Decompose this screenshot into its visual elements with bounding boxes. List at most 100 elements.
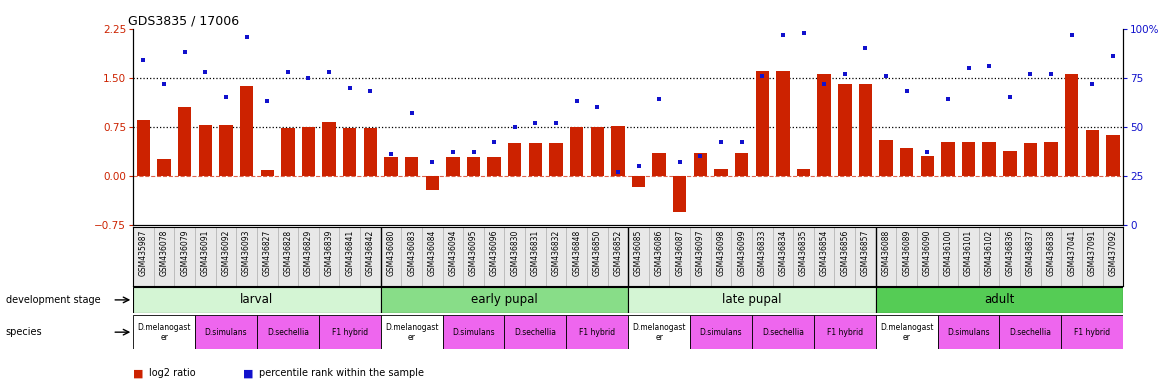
Bar [195, 315, 257, 349]
Bar [1102, 227, 1123, 286]
Point [320, 69, 338, 75]
Text: GSM437092: GSM437092 [1108, 230, 1117, 276]
Point [382, 151, 401, 157]
Text: GSM436831: GSM436831 [530, 230, 540, 276]
Bar [652, 153, 666, 176]
Bar [1062, 227, 1082, 286]
Text: D.sechellia: D.sechellia [762, 328, 804, 337]
Point [526, 120, 544, 126]
Text: early pupal: early pupal [471, 293, 537, 306]
Text: GSM436090: GSM436090 [923, 230, 932, 276]
Point [836, 71, 855, 77]
Bar [690, 227, 711, 286]
Text: GSM436100: GSM436100 [944, 230, 952, 276]
Text: GSM436833: GSM436833 [757, 230, 767, 276]
Bar [938, 315, 999, 349]
Text: D.simulans: D.simulans [947, 328, 990, 337]
Bar [219, 125, 233, 176]
Bar [611, 126, 624, 176]
Bar [467, 157, 481, 176]
Bar [982, 142, 996, 176]
Point [567, 98, 586, 104]
Point [753, 73, 771, 79]
Text: GSM437091: GSM437091 [1087, 230, 1097, 276]
Point [629, 163, 647, 169]
Bar [405, 157, 418, 176]
Bar [195, 227, 215, 286]
Bar [302, 127, 315, 176]
Text: GSM436083: GSM436083 [408, 230, 416, 276]
Bar [381, 315, 442, 349]
Bar [240, 86, 254, 176]
Text: GSM436850: GSM436850 [593, 230, 602, 276]
Point [134, 57, 153, 63]
Point [279, 69, 298, 75]
Text: GSM436091: GSM436091 [200, 230, 210, 276]
Point [464, 149, 483, 155]
Text: GSM436828: GSM436828 [284, 230, 292, 276]
Point [980, 63, 998, 69]
Text: GSM436102: GSM436102 [984, 230, 994, 276]
Bar [566, 227, 587, 286]
Bar [360, 227, 381, 286]
Bar [755, 71, 769, 176]
Text: GSM436097: GSM436097 [696, 230, 705, 276]
Point [176, 49, 195, 55]
Bar [835, 227, 855, 286]
Point [609, 169, 628, 175]
Text: D.sechellia: D.sechellia [266, 328, 309, 337]
Text: GSM436092: GSM436092 [221, 230, 230, 276]
Bar [402, 227, 422, 286]
Bar [1041, 227, 1062, 286]
Bar [1065, 74, 1078, 176]
Bar [814, 315, 875, 349]
Point [258, 98, 277, 104]
Point [217, 94, 235, 101]
Text: D.melanogast
er: D.melanogast er [138, 323, 191, 341]
Bar [364, 128, 378, 176]
Point [959, 65, 977, 71]
Point [1021, 71, 1040, 77]
Text: GSM436834: GSM436834 [778, 230, 787, 276]
Bar [525, 227, 545, 286]
Bar [133, 227, 154, 286]
Text: ■: ■ [243, 368, 254, 378]
Text: GSM436856: GSM436856 [841, 230, 849, 276]
Text: GSM436841: GSM436841 [345, 230, 354, 276]
Bar [690, 315, 752, 349]
Bar [628, 315, 690, 349]
Text: GSM436088: GSM436088 [881, 230, 891, 276]
Text: GSM436080: GSM436080 [387, 230, 396, 276]
Bar [714, 169, 727, 176]
Bar [855, 227, 875, 286]
Text: GSM436086: GSM436086 [654, 230, 664, 276]
Text: D.melanogast
er: D.melanogast er [632, 323, 686, 341]
Text: D.melanogast
er: D.melanogast er [880, 323, 933, 341]
Point [815, 81, 834, 87]
Text: GSM436094: GSM436094 [448, 230, 457, 276]
Text: GSM437041: GSM437041 [1068, 230, 1076, 276]
Bar [797, 169, 811, 176]
Bar [545, 227, 566, 286]
Point [650, 96, 668, 103]
Bar [133, 315, 195, 349]
Text: adult: adult [984, 293, 1014, 306]
Point [588, 104, 607, 110]
Text: GSM436835: GSM436835 [799, 230, 808, 276]
Point [1062, 31, 1080, 38]
Bar [979, 227, 999, 286]
Text: F1 hybrid: F1 hybrid [579, 328, 615, 337]
Text: F1 hybrid: F1 hybrid [331, 328, 368, 337]
Text: GSM436087: GSM436087 [675, 230, 684, 276]
Bar [1085, 130, 1099, 176]
Bar [735, 153, 748, 176]
Bar [814, 227, 835, 286]
Text: GSM436098: GSM436098 [717, 230, 726, 276]
Bar [318, 315, 381, 349]
Text: D.simulans: D.simulans [453, 328, 494, 337]
Text: GSM436101: GSM436101 [965, 230, 973, 276]
Text: GSM436832: GSM436832 [551, 230, 560, 276]
Bar [236, 227, 257, 286]
Text: GSM436836: GSM436836 [1005, 230, 1014, 276]
Text: GSM436848: GSM436848 [572, 230, 581, 276]
